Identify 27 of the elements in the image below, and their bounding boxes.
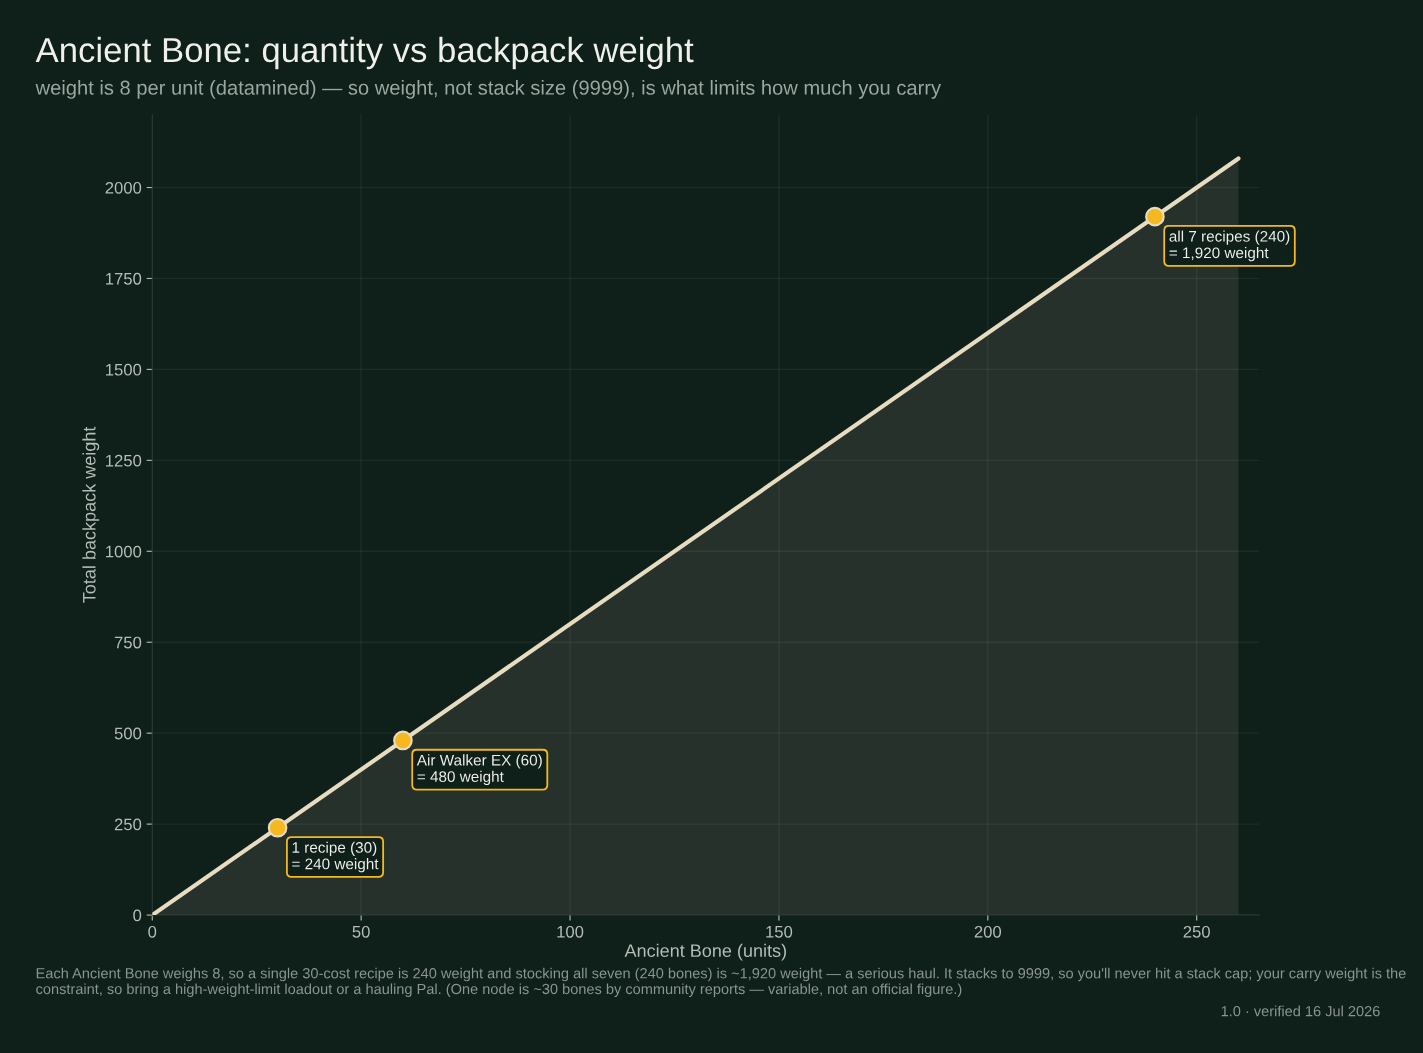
text: 1.0 · verified 16 Jul 2026 [1221,1005,1380,1017]
y-tick-label: 500 [114,727,142,740]
chart-title: Ancient Bone: quantity vs backpack weight [35,36,694,70]
point [267,817,288,838]
chart-subtitle: weight is 8 per unit (datamined) — so weight, not stack size (9999), is what limits how much you carry [35,80,942,99]
y-tick-label: 1250 [106,454,142,467]
point [393,730,413,751]
y-tick-label: 750 [114,636,142,649]
y-tick-label: 2000 [105,181,142,194]
x-tick-label: 50 [352,925,370,938]
y-tick-label: 1750 [106,272,142,285]
x-tick-label: 200 [974,925,1002,938]
y-tick-label: 1500 [106,363,142,376]
annotation: Air Walker EX (60) = 480 weight [416,754,542,786]
x-tick-label: 0 [148,925,157,938]
x-tick-label: 150 [766,925,793,938]
x-tick-label: 250 [1183,925,1210,938]
x-tick-label: 100 [557,925,584,938]
annotation: 1 recipe (30) = 240 weight [292,841,379,873]
y-tick-label: 250 [114,818,142,831]
point [1145,206,1165,227]
y-tick-label: 0 [133,909,142,922]
y-axis-title: Total backpack weight [82,426,100,603]
annotation: all 7 recipes (240) = 1,920 weight [1169,230,1290,262]
x-axis-title: Ancient Bone (units) [624,943,786,961]
text: Each Ancient Bone weighs 8, so a single 30-cost recipe is 240 weight and stocking all seven (240 bones) is ~1,920 weight — a serious haul. It stacks to 9999, so you'll never hit a stack cap; your carry weight is the constraint, so bring a high-weight-limit loadout or a hauling Pal. (One node is ~30 bones by community reports — variable, not an official figure.) [36,967,1406,998]
y-tick-label: 1000 [106,545,142,558]
